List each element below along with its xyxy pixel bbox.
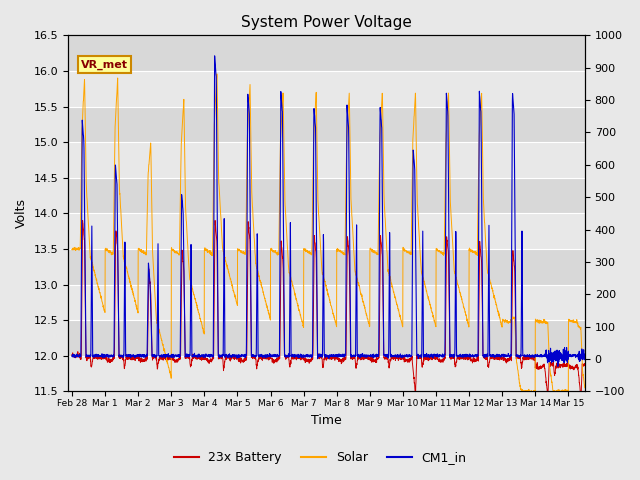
Line: CM1_in: CM1_in — [72, 56, 585, 366]
23x Battery — [581, 362, 589, 368]
23x Battery — [516, 355, 524, 361]
Text: VR_met: VR_met — [81, 60, 128, 70]
Solar — [127, 280, 134, 286]
23x Battery — [127, 356, 134, 362]
Solar — [516, 381, 524, 387]
23x Battery — [211, 217, 219, 223]
Line: 23x Battery: 23x Battery — [72, 220, 585, 398]
Solar — [581, 385, 589, 391]
23x Battery — [68, 352, 76, 358]
Solar — [287, 277, 295, 283]
Bar — [68, 107, 585, 142]
CM1_in — [68, 353, 76, 359]
CM1_in — [265, 352, 273, 358]
Solar — [213, 71, 221, 77]
CM1_in — [287, 354, 295, 360]
Bar — [68, 356, 585, 391]
Solar — [572, 320, 579, 325]
23x Battery — [265, 356, 273, 362]
Line: Solar: Solar — [72, 74, 585, 393]
Bar — [68, 320, 585, 356]
Bar — [68, 249, 585, 285]
CM1_in — [554, 363, 562, 369]
23x Battery — [544, 396, 552, 401]
23x Battery — [572, 365, 579, 371]
Solar — [265, 311, 273, 317]
CM1_in — [572, 352, 579, 358]
23x Battery — [287, 357, 295, 363]
CM1_in — [581, 351, 589, 357]
Solar — [157, 335, 164, 341]
Title: System Power Voltage: System Power Voltage — [241, 15, 412, 30]
Bar — [68, 285, 585, 320]
X-axis label: Time: Time — [311, 414, 342, 427]
Bar — [68, 71, 585, 107]
Bar — [68, 214, 585, 249]
CM1_in — [157, 354, 164, 360]
Bar — [68, 36, 585, 71]
Bar — [68, 178, 585, 214]
Solar — [520, 390, 527, 396]
CM1_in — [211, 53, 218, 59]
Y-axis label: Volts: Volts — [15, 198, 28, 228]
CM1_in — [127, 353, 134, 359]
CM1_in — [516, 353, 524, 359]
Solar — [68, 247, 76, 252]
Legend: 23x Battery, Solar, CM1_in: 23x Battery, Solar, CM1_in — [168, 446, 472, 469]
Bar — [68, 142, 585, 178]
23x Battery — [157, 355, 164, 361]
